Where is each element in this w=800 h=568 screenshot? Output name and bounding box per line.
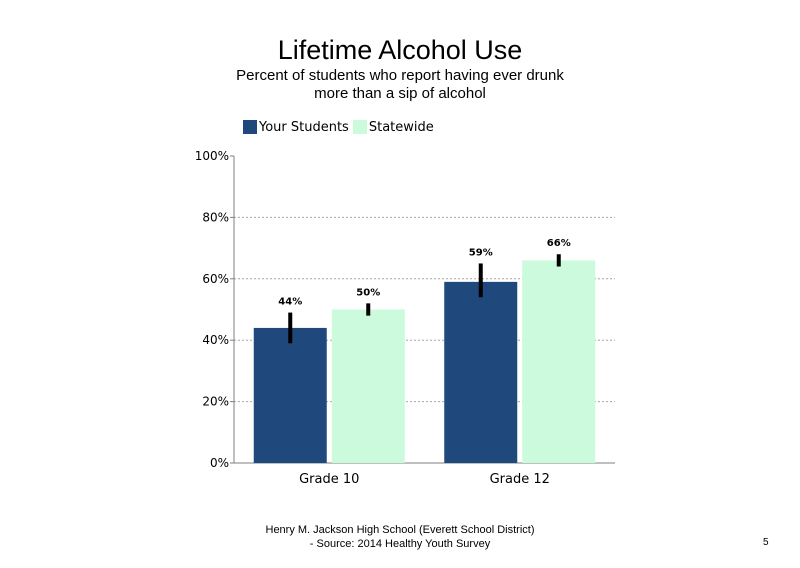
footer-school: Henry M. Jackson High School (Everett Sc… xyxy=(265,524,535,536)
legend-swatch-statewide xyxy=(352,120,367,134)
legend-label-statewide: Statewide xyxy=(368,119,434,135)
x-tick-label: Grade 10 xyxy=(299,472,359,487)
footer-source: - Source: 2014 Healthy Youth Survey xyxy=(309,538,491,550)
chart-title: Lifetime Alcohol Use xyxy=(277,35,523,65)
y-tick-label: 0% xyxy=(210,456,229,470)
data-label: 44% xyxy=(278,297,302,308)
footer: Henry M. Jackson High School (Everett Sc… xyxy=(200,523,600,551)
y-tick-label: 80% xyxy=(202,210,229,224)
data-label: 50% xyxy=(356,287,380,298)
y-tick-label: 20% xyxy=(202,395,229,409)
y-tick-label: 40% xyxy=(202,333,229,347)
chart-subtitle: Percent of students who report having ev… xyxy=(236,67,564,102)
bar xyxy=(522,260,596,463)
y-tick-label: 100% xyxy=(195,149,229,163)
y-tick-label: 60% xyxy=(202,272,229,286)
bar xyxy=(331,309,405,463)
legend-item-statewide: Statewide xyxy=(352,119,434,135)
data-label: 59% xyxy=(469,247,493,258)
data-label: 66% xyxy=(547,238,571,249)
legend-label-your-students: Your Students xyxy=(259,119,349,135)
x-tick-label: Grade 12 xyxy=(490,472,550,487)
page-number: 5 xyxy=(763,537,769,548)
bar xyxy=(253,327,327,463)
legend-item-your-students: Your Students xyxy=(243,120,349,135)
legend: Your Students Statewide xyxy=(243,119,438,135)
bar xyxy=(444,281,518,463)
legend-swatch-your-students xyxy=(243,120,257,134)
